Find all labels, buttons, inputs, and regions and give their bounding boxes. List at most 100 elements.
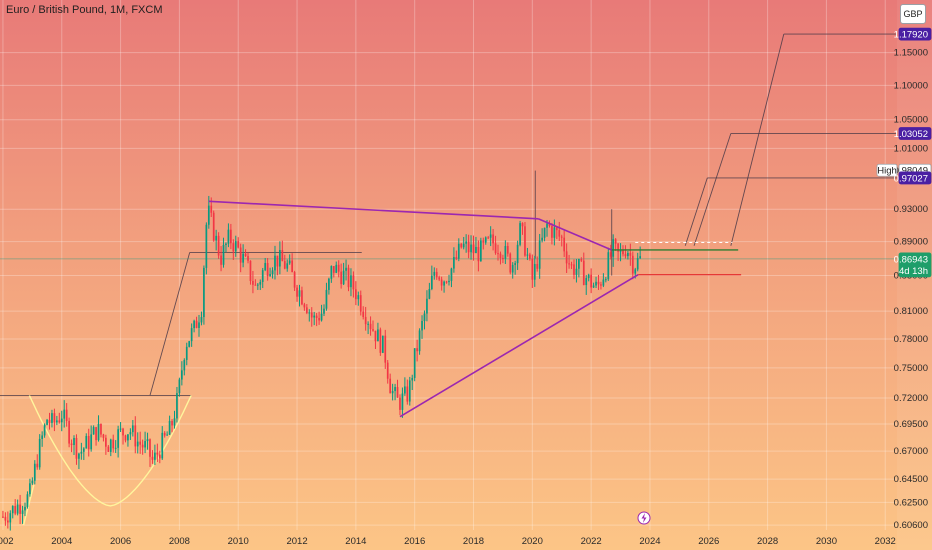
price-tag-value: 0.97027 [894, 173, 928, 184]
candle-body [604, 279, 607, 281]
candle-body [573, 264, 575, 275]
price-tag-label: High [877, 166, 897, 177]
triangle-upper-line-2 [537, 218, 613, 251]
candle-body [497, 253, 499, 255]
candle-body [499, 253, 502, 258]
candle-body [58, 420, 61, 423]
candle-body [479, 240, 482, 262]
drawings-front [208, 200, 742, 418]
candle-body [455, 257, 458, 259]
candle-body [551, 225, 553, 238]
candle-body [315, 315, 318, 318]
candle-body [87, 436, 90, 450]
candle-body [80, 451, 83, 454]
candle-body [475, 246, 477, 254]
candle-body [303, 304, 306, 308]
candle-body [9, 513, 12, 523]
candle-body [362, 311, 365, 317]
candle-body [288, 260, 291, 264]
candle-body [279, 250, 281, 267]
candle-body [428, 288, 431, 299]
candle-body [205, 224, 208, 268]
candle-body [207, 205, 210, 225]
y-tick-label: 0.81000 [894, 306, 928, 317]
candle-body [85, 436, 88, 449]
candle-body [421, 320, 423, 331]
price-tag-value: 0.98049 [894, 166, 928, 177]
y-tick-label: 0.69500 [894, 419, 928, 430]
y-tick-label: 1.15000 [894, 48, 928, 59]
x-tick-label: 2012 [286, 536, 307, 547]
candle-body [506, 245, 509, 254]
candle-body [462, 243, 465, 248]
candle-body [131, 425, 134, 433]
y-tick-label: 0.60600 [894, 520, 928, 531]
candle-body [492, 234, 494, 244]
price-tag [898, 27, 932, 41]
candle-body [217, 235, 220, 256]
candle-body [631, 255, 634, 274]
candle-body [494, 243, 497, 254]
candle-body [139, 441, 142, 445]
x-tick-label: 2006 [110, 536, 131, 547]
candle-body [592, 285, 595, 288]
currency-button[interactable]: GBP [900, 4, 926, 24]
candle-body [406, 386, 409, 402]
price-tag-value: 1.03052 [894, 129, 928, 140]
candle-body [249, 260, 252, 282]
candle-body [151, 456, 154, 460]
candle-body [521, 223, 524, 227]
candle-body [225, 243, 227, 245]
price-tag-value: 1.17920 [894, 30, 928, 41]
candle-body [482, 240, 485, 243]
candle-body [533, 263, 536, 280]
candle-body [330, 266, 333, 279]
projection-line-2 [693, 133, 732, 246]
candle-body [487, 237, 490, 239]
candle-body [239, 247, 242, 263]
candle-body [411, 377, 414, 381]
x-tick-label: 2008 [169, 536, 190, 547]
candle-body [580, 259, 583, 261]
candle-body [2, 516, 4, 518]
candle-body [129, 432, 132, 435]
candle-body [318, 317, 320, 321]
candle-body [271, 270, 274, 275]
candle-body [448, 280, 450, 283]
candle-body [38, 438, 41, 468]
candle-body [416, 348, 418, 352]
grid [0, 0, 897, 530]
candle-body [261, 270, 264, 282]
candle-body [443, 281, 445, 286]
candle-body [359, 295, 362, 312]
candle-body [514, 263, 517, 265]
price-tag [898, 127, 932, 140]
candle-body [166, 434, 169, 436]
candle-body [470, 244, 472, 253]
candle-body [134, 425, 137, 447]
candle-body [555, 227, 558, 231]
candle-body [433, 271, 436, 276]
event-marker[interactable] [637, 511, 651, 525]
candle-body [16, 504, 19, 514]
candle-body [355, 289, 357, 300]
candle-body [193, 320, 195, 329]
candle-body [347, 267, 350, 288]
candle-body [536, 263, 539, 269]
candle-body [190, 328, 193, 342]
candle-body [472, 244, 475, 254]
price-tag-value: 0.86943 [894, 254, 928, 265]
price-tag-label-box [876, 163, 898, 177]
candle-body [418, 330, 421, 352]
candle-body [75, 437, 78, 459]
candle-body [266, 263, 269, 276]
y-tick-label: 1.01000 [894, 143, 928, 154]
candle-body [553, 227, 556, 238]
candle-body [602, 279, 605, 286]
candle-body [51, 413, 53, 423]
candle-body [291, 260, 293, 273]
candle-body [254, 284, 257, 286]
candle-body [43, 424, 46, 436]
candle-body [163, 432, 166, 436]
